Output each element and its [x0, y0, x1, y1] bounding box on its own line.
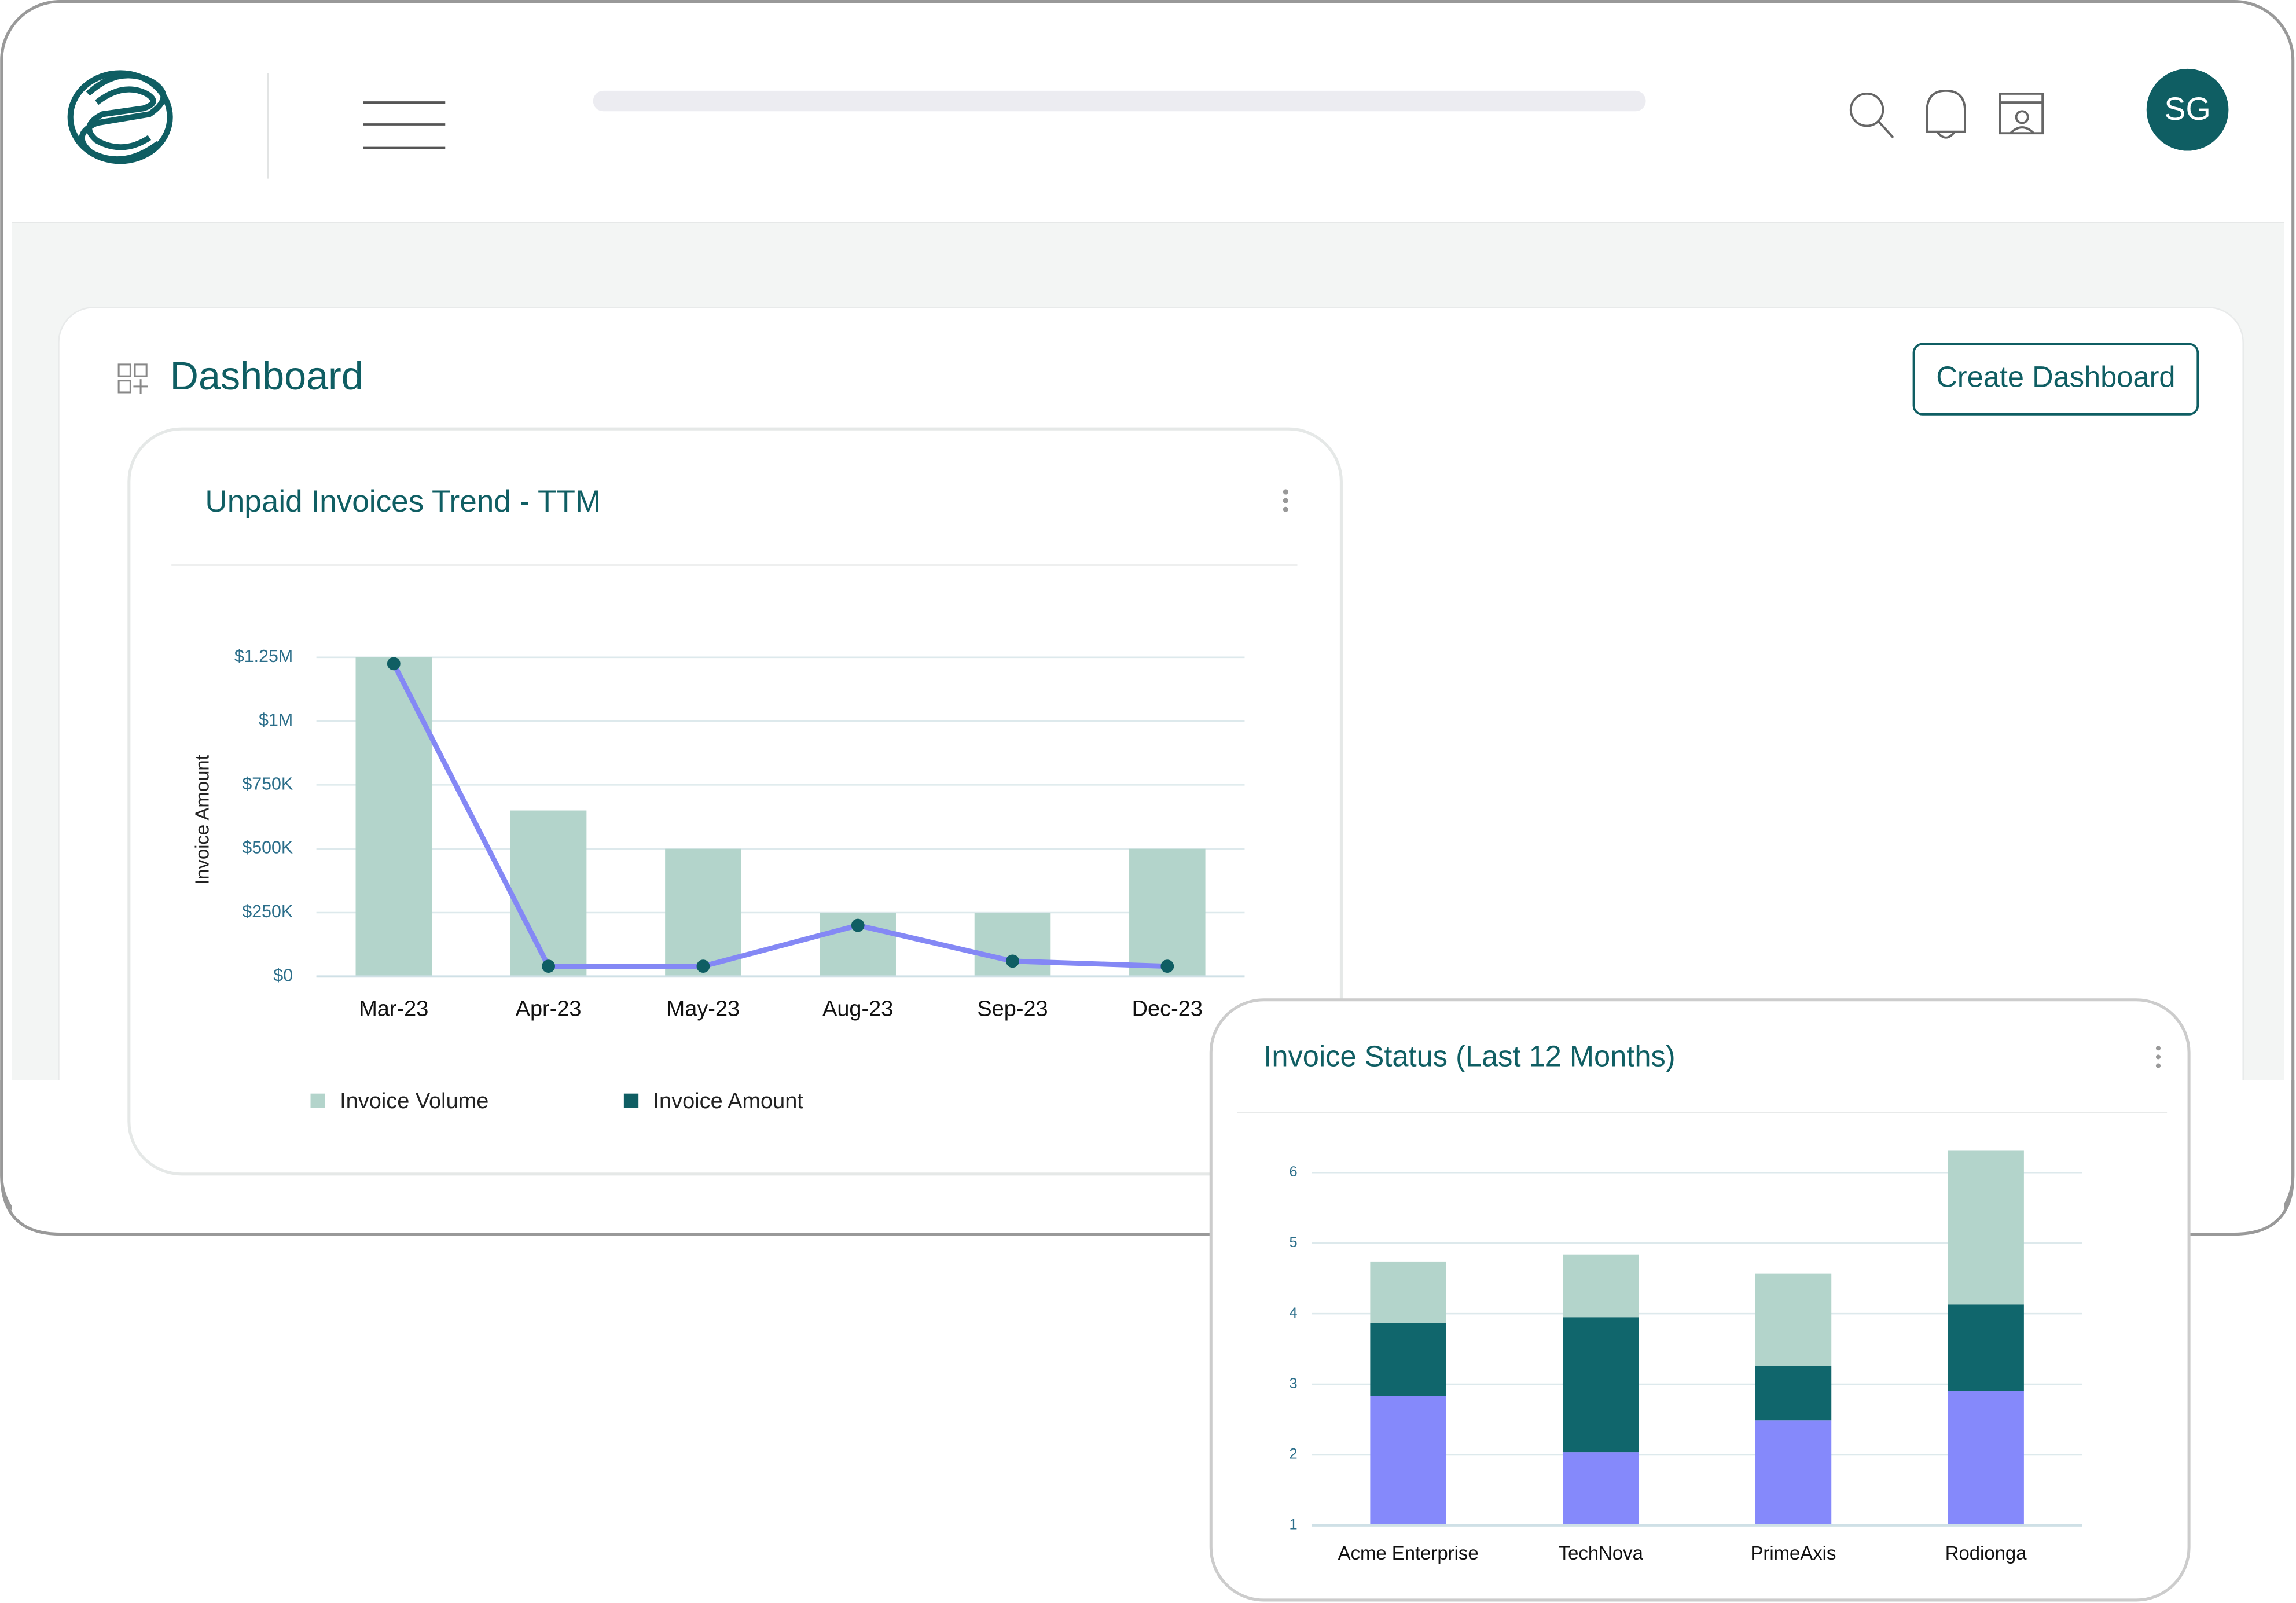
- page-title: Dashboard: [170, 354, 363, 398]
- legend-swatch: [310, 1093, 325, 1108]
- bar-segment: [1370, 1261, 1446, 1323]
- bar-segment: [1563, 1452, 1639, 1525]
- chart-card: [1209, 998, 2191, 1602]
- y-tick-label: 5: [1289, 1234, 1297, 1251]
- card-menu[interactable]: [1283, 489, 1288, 512]
- y-tick-label: $0: [273, 966, 293, 985]
- legend-label: Invoice Volume: [340, 1089, 488, 1113]
- menu-button[interactable]: [363, 101, 446, 149]
- line-marker: [542, 959, 555, 973]
- card-menu[interactable]: [2155, 1046, 2161, 1068]
- y-tick-label: $1.25M: [234, 647, 293, 666]
- x-tick-label: Sep-23: [977, 997, 1048, 1021]
- bar-segment: [1370, 1396, 1446, 1525]
- x-tick-label: Rodionga: [1945, 1542, 2027, 1564]
- bar-segment: [1948, 1391, 2024, 1525]
- bar-segment: [1563, 1317, 1639, 1453]
- legend-swatch: [623, 1093, 639, 1108]
- screen-icon[interactable]: [1999, 93, 2044, 135]
- legend-label: Invoice Amount: [653, 1089, 803, 1113]
- bar-segment: [1563, 1254, 1639, 1318]
- bar: [355, 657, 432, 977]
- x-tick-label: TechNova: [1559, 1542, 1644, 1564]
- x-tick-label: Apr-23: [516, 997, 582, 1021]
- bar-segment: [1755, 1366, 1832, 1421]
- y-tick-label: 2: [1289, 1446, 1297, 1462]
- line-marker: [387, 657, 401, 671]
- dashboard-icon: [117, 363, 148, 394]
- bar-segment: [1755, 1420, 1832, 1525]
- y-tick-label: 1: [1289, 1517, 1297, 1533]
- y-tick-label: $500K: [242, 839, 293, 858]
- x-tick-label: May-23: [667, 997, 740, 1021]
- y-tick-label: $250K: [242, 902, 293, 921]
- line-marker: [696, 959, 710, 973]
- x-tick-label: PrimeAxis: [1750, 1542, 1836, 1564]
- chart-card: [127, 427, 1343, 1176]
- bar-segment: [1948, 1150, 2024, 1305]
- y-axis-label: Invoice Amount: [192, 755, 213, 885]
- bar-segment: [1755, 1273, 1832, 1366]
- x-tick-label: Acme Enterprise: [1338, 1542, 1479, 1564]
- frame-edge: [0, 1080, 2295, 1236]
- bar-segment: [1370, 1322, 1446, 1396]
- avatar-initials: SG: [2164, 91, 2210, 127]
- search-bar[interactable]: [593, 90, 1646, 112]
- bar: [510, 810, 587, 977]
- y-tick-label: $750K: [242, 774, 293, 793]
- avatar[interactable]: [2146, 68, 2229, 151]
- x-tick-label: Dec-23: [1132, 997, 1203, 1021]
- card-title: Invoice Status (Last 12 Months): [1263, 1039, 1675, 1072]
- button-label: Create Dashboard: [1936, 361, 2175, 394]
- bar-segment: [1948, 1304, 2024, 1391]
- line-marker: [1006, 954, 1019, 968]
- x-tick-label: Aug-23: [822, 997, 893, 1021]
- notification-icon[interactable]: [1926, 89, 1966, 139]
- create-dashboard-button[interactable]: [1912, 343, 2199, 416]
- bar: [665, 848, 741, 977]
- x-tick-label: Mar-23: [359, 997, 428, 1021]
- y-tick-label: 4: [1289, 1305, 1297, 1321]
- bar: [1129, 848, 1206, 977]
- y-tick-label: 6: [1289, 1164, 1297, 1180]
- y-tick-label: 3: [1289, 1376, 1297, 1392]
- search-icon[interactable]: [1849, 93, 1894, 139]
- line: [391, 662, 1167, 969]
- line-marker: [851, 918, 865, 932]
- y-tick-label: $1M: [259, 711, 293, 730]
- card-title: Unpaid Invoices Trend - TTM: [205, 484, 601, 519]
- line-marker: [1160, 959, 1174, 973]
- logo[interactable]: [67, 70, 173, 164]
